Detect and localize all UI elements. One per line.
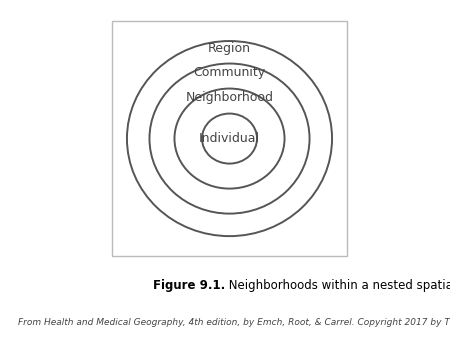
Text: Community: Community	[194, 66, 266, 79]
Text: Individual: Individual	[199, 132, 260, 145]
Ellipse shape	[202, 114, 257, 164]
Ellipse shape	[127, 41, 332, 236]
Text: Region: Region	[208, 42, 251, 55]
Text: Neighborhood: Neighborhood	[185, 91, 274, 104]
Ellipse shape	[175, 89, 284, 189]
Text: Figure 9.1.: Figure 9.1.	[153, 279, 225, 292]
Ellipse shape	[149, 64, 310, 214]
Text: Neighborhoods within a nested spatial hierarchy.: Neighborhoods within a nested spatial hi…	[225, 279, 450, 292]
Text: From Health and Medical Geography, 4th edition, by Emch, Root, & Carrel. Copyrig: From Health and Medical Geography, 4th e…	[18, 318, 450, 327]
